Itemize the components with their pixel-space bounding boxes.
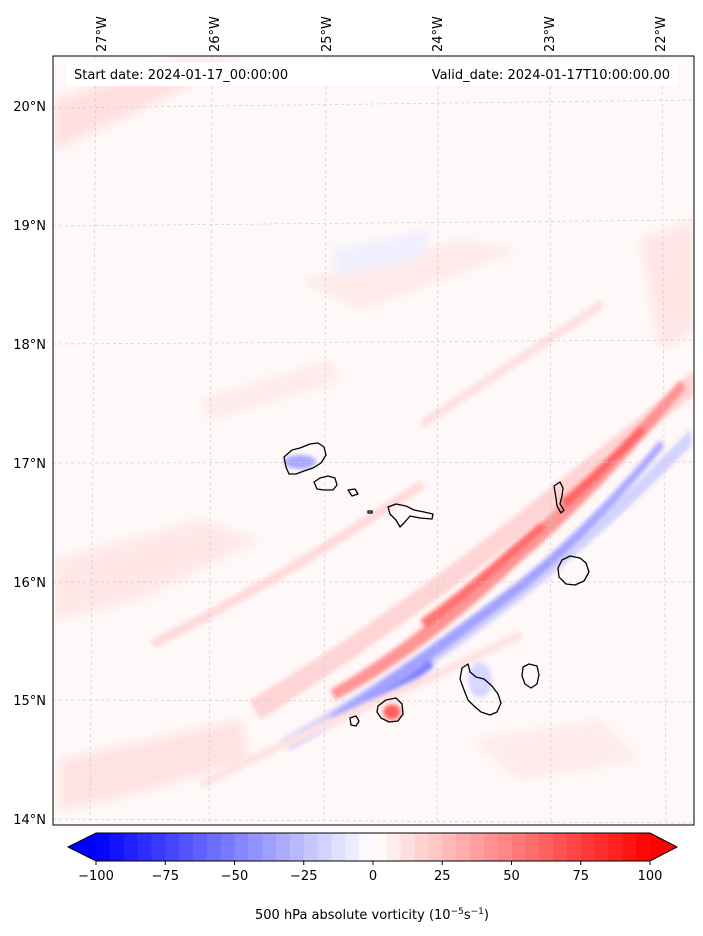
plot-frame (52, 55, 695, 826)
colorbar-bin (525, 833, 540, 861)
colorbar-extend-max (650, 833, 677, 861)
colorbar-bin (220, 833, 235, 861)
colorbar-bin (262, 833, 277, 861)
gridlines (53, 56, 694, 825)
colorbar-tick-label: 50 (503, 869, 520, 884)
colorbar-bin (373, 833, 388, 861)
island-boa-vista (557, 555, 590, 586)
colorbar-bin (594, 833, 609, 861)
island-sao-nicolau (387, 503, 434, 528)
colorbar-bin (317, 833, 332, 861)
colorbar-bin (400, 833, 416, 861)
colorbar-bin (386, 833, 402, 861)
colorbar-bin (165, 833, 180, 861)
lat-label: 20°N (13, 100, 46, 115)
colorbar (66, 832, 679, 862)
lat-label: 19°N (13, 219, 46, 234)
colorbar-label: 500 hPa absolute vorticity (10−5s−1) (255, 907, 489, 923)
lon-label: 26°W (208, 16, 223, 52)
colorbar-tick-label: 75 (572, 869, 589, 884)
colorbar-bin (580, 833, 596, 861)
island-santa-luzia (347, 488, 359, 497)
island-branco (367, 510, 373, 514)
colorbar-tick-label: 25 (434, 869, 451, 884)
colorbar-bin (428, 833, 443, 861)
colorbar-bin (539, 833, 554, 861)
colorbar-bin (345, 833, 360, 861)
island-santo-antao (283, 442, 327, 475)
colorbar-bin (331, 833, 346, 861)
colorbar-tick-label: 0 (369, 869, 377, 884)
colorbar-bin (234, 833, 249, 861)
colorbar-bin (192, 833, 208, 861)
lat-tick-labels: 20°N 19°N 18°N 17°N 16°N 15°N 14°N (13, 100, 46, 828)
colorbar-bin (414, 833, 429, 861)
colorbar-bin (456, 833, 471, 861)
colorbar-tick-label: −50 (221, 869, 248, 884)
date-info-box (66, 62, 678, 86)
island-santiago (459, 663, 502, 716)
colorbar-tick-label: −75 (152, 869, 179, 884)
start-date-text: Start date: 2024-01-17_00:00:00 (74, 68, 288, 83)
colorbar-bin (206, 833, 222, 861)
colorbar-bin (276, 833, 291, 861)
island-fogo (376, 697, 404, 723)
colorbar-bin (511, 833, 526, 861)
colorbar-bin (151, 833, 166, 861)
colorbar-bin (289, 833, 305, 861)
island-sal (553, 481, 565, 514)
lat-label: 18°N (13, 338, 46, 353)
coastlines (283, 442, 590, 727)
island-maio (521, 663, 540, 689)
colorbar-bin (96, 833, 111, 861)
colorbar-bin (248, 833, 263, 861)
lat-label: 16°N (13, 576, 46, 591)
island-sao-vicente (313, 475, 338, 491)
colorbar-bin (123, 833, 139, 861)
colorbar-tick-label: 100 (638, 869, 663, 884)
colorbar-bin (137, 833, 152, 861)
lon-label: 24°W (431, 16, 446, 52)
colorbar-extend-min (68, 833, 96, 861)
colorbar-bin (636, 833, 651, 861)
colorbar-bin (359, 833, 374, 861)
colorbar-bin (442, 833, 457, 861)
colorbar-bin (179, 833, 194, 861)
colorbar-bin (469, 833, 485, 861)
island-brava (349, 715, 360, 727)
lat-label: 14°N (13, 813, 46, 828)
plot-area (53, 56, 694, 825)
lat-label: 17°N (13, 457, 46, 472)
colorbar-bin (497, 833, 512, 861)
colorbar-bin (109, 833, 125, 861)
colorbar-bin (303, 833, 319, 861)
lon-label: 22°W (654, 16, 669, 52)
colorbar-ticks: −100 −75 −50 −25 0 25 50 75 100 (78, 861, 662, 884)
valid-date-text: Valid_date: 2024-01-17T10:00:00.00 (432, 68, 670, 83)
colorbar-bin (483, 833, 499, 861)
colorbar-tick-label: −100 (78, 869, 114, 884)
lon-label: 23°W (543, 16, 558, 52)
vorticity-field (53, 60, 694, 810)
colorbar-bin (622, 833, 637, 861)
lon-label: 25°W (320, 16, 335, 52)
lat-label: 15°N (13, 694, 46, 709)
lon-label: 27°W (95, 16, 110, 52)
colorbar-bin (608, 833, 623, 861)
colorbar-bin (553, 833, 568, 861)
colorbar-tick-label: −25 (290, 869, 317, 884)
colorbar-bin (566, 833, 582, 861)
lon-tick-labels: 27°W 26°W 25°W 24°W 23°W 22°W (95, 16, 669, 52)
